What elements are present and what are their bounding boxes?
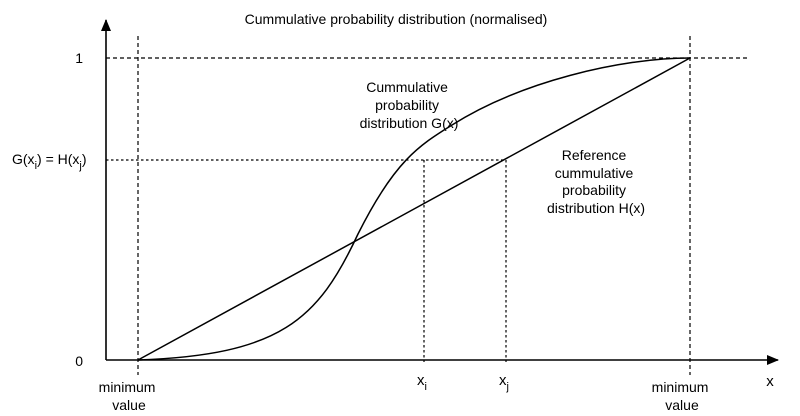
y-label-equality: G(xi) = H(xj) xyxy=(12,151,87,172)
curve-g-annotation: Cummulative probability distribution G(x… xyxy=(360,79,459,131)
y-label-zero: 0 xyxy=(75,353,83,369)
cumulative-distribution-curve-g xyxy=(137,57,691,361)
curve-h-annotation: Reference cummulative probability distri… xyxy=(547,147,645,216)
reference-distribution-line-h xyxy=(137,57,691,361)
xj-label: xj xyxy=(499,372,509,393)
x-min-label: minimum value xyxy=(99,379,160,413)
x-max-label: minimum value xyxy=(652,379,713,413)
x-axis-label: x xyxy=(766,373,774,390)
diagram-title: Cummulative probability distribution (no… xyxy=(245,11,548,27)
y-label-one: 1 xyxy=(75,50,83,66)
guide-lines xyxy=(106,36,750,375)
xi-label: xi xyxy=(417,372,427,393)
